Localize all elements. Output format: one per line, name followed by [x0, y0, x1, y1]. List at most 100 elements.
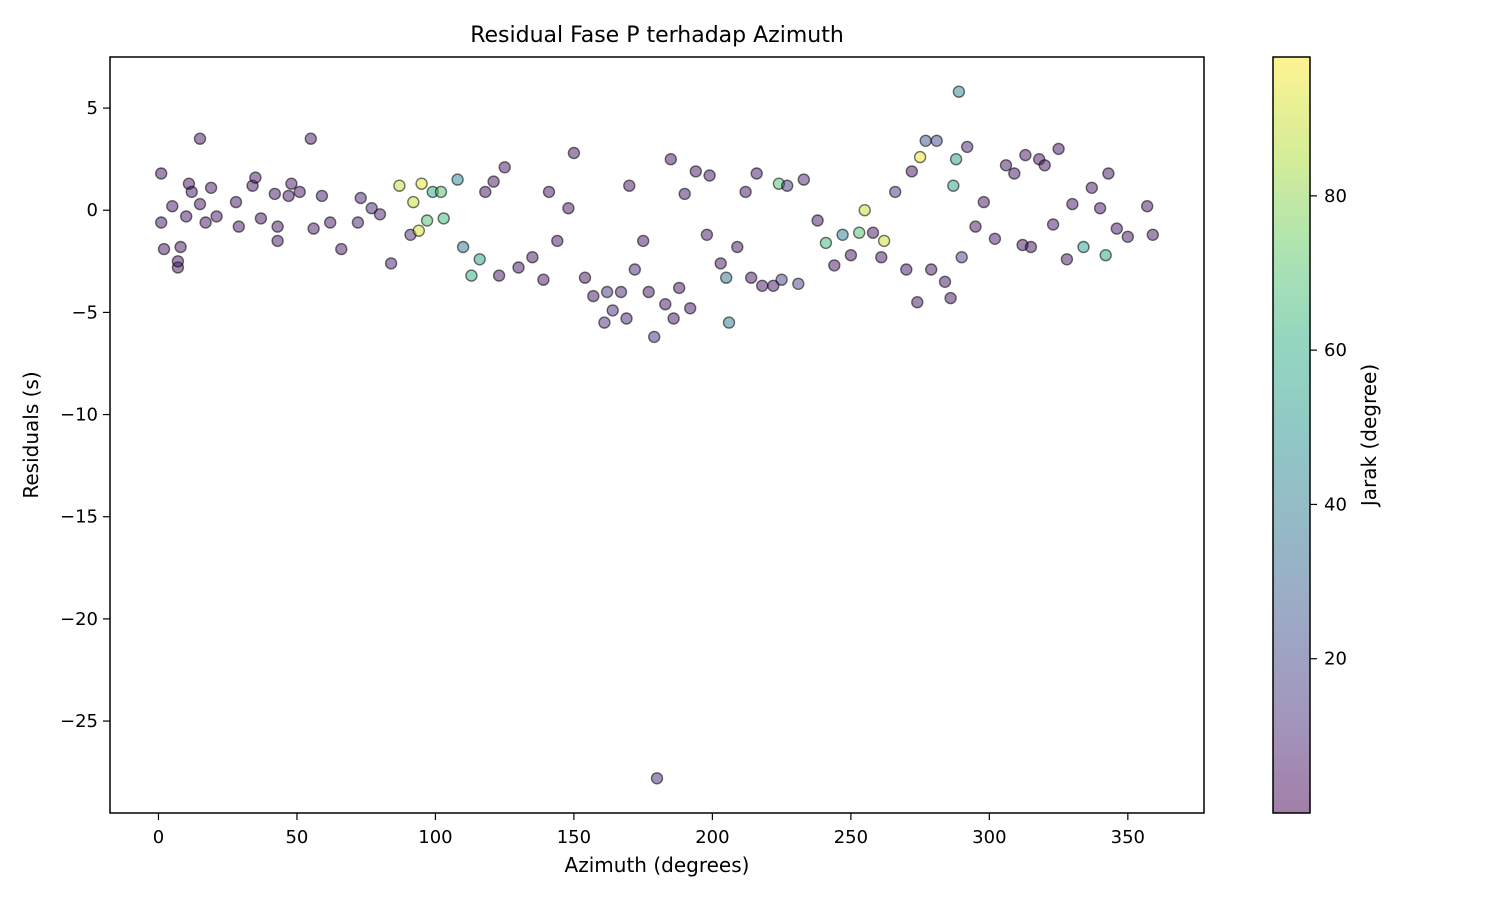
data-point — [526, 251, 539, 264]
data-point — [166, 199, 179, 213]
data-point — [844, 248, 858, 262]
data-point — [684, 302, 697, 315]
data-point — [853, 226, 866, 239]
data-point — [875, 251, 888, 264]
data-point — [232, 220, 246, 233]
data-point — [157, 242, 171, 256]
data-point — [767, 279, 780, 292]
chart-title: Residual Fase P terhadap Azimuth — [470, 23, 844, 48]
data-point — [1019, 148, 1032, 162]
y-tick-label: −15 — [60, 507, 98, 528]
data-point — [745, 271, 758, 284]
y-tick-label: −10 — [60, 405, 98, 426]
data-point — [678, 187, 691, 201]
y-axis: 5 0 −5 −10 −15 −20 −25 — [60, 98, 110, 732]
data-point — [174, 240, 187, 254]
data-point — [551, 234, 564, 248]
data-point — [955, 251, 968, 264]
data-point — [1038, 159, 1051, 172]
data-point — [750, 167, 763, 180]
data-point — [465, 269, 478, 282]
x-tick-label: 300 — [972, 827, 1006, 848]
data-point — [254, 212, 268, 225]
x-axis-label: Azimuth (degrees) — [565, 853, 750, 877]
data-point — [756, 279, 769, 292]
data-point — [925, 263, 938, 276]
x-tick-label: 0 — [153, 827, 164, 848]
data-point — [977, 195, 990, 209]
data-point — [451, 173, 464, 186]
data-point — [598, 316, 611, 329]
data-point — [154, 167, 168, 180]
data-point — [1085, 181, 1099, 195]
data-point — [271, 234, 284, 248]
data-point — [154, 216, 168, 229]
data-point — [315, 189, 329, 203]
data-point — [905, 165, 918, 178]
data-point — [185, 185, 198, 199]
data-point — [456, 240, 470, 254]
data-point — [1060, 253, 1074, 266]
data-point — [938, 275, 952, 288]
colorbar-tick-label: 40 — [1324, 494, 1347, 515]
data-point — [268, 187, 281, 201]
data-point — [714, 257, 727, 270]
data-point — [1066, 197, 1079, 211]
data-point — [919, 134, 932, 148]
data-point — [648, 330, 661, 344]
data-point — [249, 171, 262, 184]
data-point — [210, 210, 223, 223]
data-point — [659, 298, 672, 311]
colorbar-tick-label: 60 — [1324, 340, 1347, 361]
y-tick-label: 0 — [87, 200, 98, 221]
data-point — [199, 216, 212, 229]
data-point — [722, 316, 736, 329]
plot-area — [109, 56, 1205, 814]
data-point — [365, 201, 378, 215]
data-point — [1008, 167, 1021, 180]
data-point — [650, 772, 664, 785]
data-point — [949, 152, 963, 166]
data-point — [911, 296, 924, 309]
data-point — [1146, 228, 1160, 242]
colorbar-frame — [1272, 56, 1311, 814]
data-point — [961, 140, 974, 154]
data-point — [271, 220, 284, 233]
x-tick-label: 150 — [557, 827, 591, 848]
data-point — [930, 134, 943, 148]
data-point — [1121, 230, 1135, 244]
data-point — [797, 173, 810, 186]
data-point — [1052, 142, 1065, 156]
colorbar-label: Jarak (degree) — [1357, 364, 1381, 508]
data-point — [562, 201, 575, 215]
data-point — [637, 234, 650, 248]
data-point — [1102, 167, 1115, 180]
data-point — [324, 216, 337, 229]
data-point — [819, 236, 833, 250]
y-tick-label: −5 — [71, 302, 98, 323]
data-point — [642, 285, 655, 299]
data-point — [739, 185, 752, 199]
data-point — [1077, 240, 1090, 254]
data-point — [1093, 201, 1107, 215]
data-point — [913, 150, 927, 164]
data-point — [179, 210, 193, 223]
data-point — [664, 152, 677, 166]
y-axis-label: Residuals (s) — [19, 371, 43, 498]
data-point — [354, 191, 367, 205]
data-point — [620, 312, 633, 325]
data-point — [479, 185, 492, 199]
data-point — [667, 312, 680, 325]
data-point — [889, 185, 902, 199]
data-point — [373, 208, 387, 221]
x-tick-label: 350 — [1111, 827, 1145, 848]
data-point — [415, 177, 428, 190]
data-point — [775, 273, 788, 286]
data-point — [700, 228, 714, 242]
data-point — [487, 175, 500, 188]
data-point — [731, 240, 744, 254]
data-point — [434, 185, 448, 199]
data-point — [412, 224, 425, 237]
data-point — [947, 179, 960, 192]
